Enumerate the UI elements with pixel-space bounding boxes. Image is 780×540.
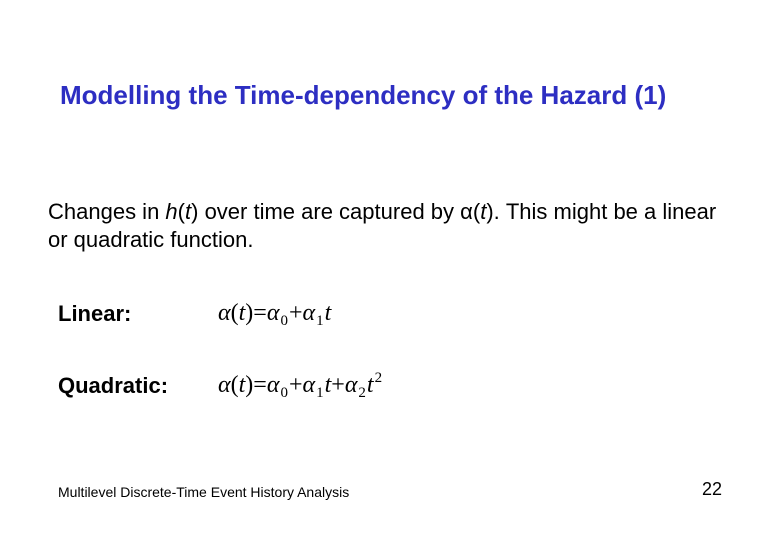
fl-lp: ( [231,300,239,327]
fl-s0: 0 [280,313,288,330]
fl-eq: = [253,300,267,327]
fq-s2: 2 [358,385,366,402]
slide: Modelling the Time-dependency of the Haz… [0,0,780,540]
row-quadratic: Quadratic: α(t) = α0 + α1t + α2t2 [58,372,732,399]
fq-s0: 0 [280,385,288,402]
fl-a0: α [267,300,280,327]
fl-alpha: α [218,300,231,327]
body-mid: over time are captured by α( [198,199,480,224]
formula-linear: α(t) = α0 + α1t [218,300,331,327]
fq-t2: t [367,372,374,399]
body-paragraph: Changes in h(t) over time are captured b… [48,198,732,254]
fq-a0: α [267,372,280,399]
fq-a1: α [302,372,315,399]
row-linear: Linear: α(t) = α0 + α1t [58,300,732,327]
formula-quadratic: α(t) = α0 + α1t + α2t2 [218,372,382,399]
fq-alpha: α [218,372,231,399]
footer-left: Multilevel Discrete-Time Event History A… [58,484,349,500]
page-number: 22 [702,479,722,500]
fl-rp: ) [245,300,253,327]
quadratic-label: Quadratic: [58,373,218,399]
fq-t1: t [325,372,332,399]
body-h: h [165,199,177,224]
fq-lp: ( [231,372,239,399]
fl-plus1: + [289,300,303,327]
body-pre: Changes in [48,199,165,224]
fl-t: t [239,300,246,327]
slide-title: Modelling the Time-dependency of the Haz… [60,80,740,111]
fl-a1: α [302,300,315,327]
fq-eq: = [253,372,267,399]
fq-rp: ) [245,372,253,399]
fl-t1: t [325,300,332,327]
fq-plus2: + [331,372,345,399]
fq-sup2: 2 [375,370,383,387]
fq-t: t [239,372,246,399]
fl-s1: 1 [316,313,324,330]
fq-plus1: + [289,372,303,399]
body-lp1: ( [178,199,185,224]
linear-label: Linear: [58,301,218,327]
fq-s1: 1 [316,385,324,402]
fq-a2: α [345,372,358,399]
